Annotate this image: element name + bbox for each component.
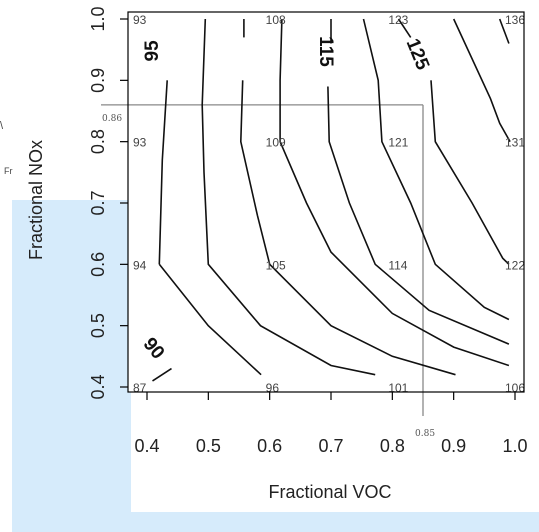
reference-line-label: 0.85 [415,429,435,439]
reference-lines: 0.86 0.85 [101,104,435,439]
contour-line-90 [152,367,172,382]
y-tick-label: 0.8 [88,129,108,154]
page-margin [0,200,12,532]
x-tick-label: 0.5 [196,436,221,456]
grid-value-label: 87 [133,381,147,395]
y-tick-label: 1.0 [88,6,108,31]
grid-value-label: 123 [388,13,408,27]
y-axis-title: Fractional NOx [26,140,46,260]
x-axis: 0.4 0.5 0.6 0.7 0.8 0.9 1.0 [134,392,528,456]
grid-value-label: 114 [388,258,407,272]
x-tick-label: 0.4 [134,436,159,456]
grid-value-label: 96 [266,381,280,395]
plot-background [128,12,524,392]
grid-value-label: 105 [266,258,286,272]
grid-value-label: 136 [505,13,525,27]
grid-value-label: 93 [133,136,147,150]
contour-line-125 [397,18,412,38]
contour-line-115 [327,86,510,345]
background-panel-bottom [12,512,539,532]
contour-line-110 [279,18,510,367]
y-tick-label: 0.4 [88,374,108,399]
y-tick-label: 0.9 [88,68,108,93]
background-panel-left [12,200,131,532]
cropped-text-fragment: \ [0,120,4,132]
plot-frame [127,11,525,393]
contour-line-105 [239,80,456,376]
y-tick-label: 0.7 [88,190,108,215]
contour-line-95 [158,263,262,376]
cropped-label-fragment: Fr [4,166,13,176]
grid-value-label: 101 [388,381,408,395]
contour-line-125 [430,80,510,265]
grid-value-label: 109 [266,136,286,150]
x-tick-label: 0.7 [318,436,343,456]
x-tick-label: 0.9 [441,436,466,456]
contour-line-135 [498,18,510,44]
y-tick-label: 0.6 [88,252,108,277]
x-tick-label: 0.6 [257,436,282,456]
contour-line-100 [201,18,376,376]
grid-value-label: 108 [266,13,286,27]
grid-value-label: 93 [133,13,147,27]
reference-line-label: 0.86 [102,114,122,124]
x-tick-label: 0.8 [380,436,405,456]
y-axis: 0.4 0.5 0.6 0.7 0.8 0.9 1.0 [88,6,128,400]
contour-label-115: 115 [315,36,336,67]
y-tick-label: 0.5 [88,313,108,338]
grid-value-label: 122 [505,258,525,272]
grid-value-label: 121 [388,136,408,150]
contour-line-130 [452,18,511,143]
grid-value-label: 94 [133,258,147,272]
contour-line-120 [362,18,510,321]
contour-label-95: 95 [142,40,163,62]
x-axis-title: Fractional VOC [268,482,391,502]
grid-value-label: 131 [505,136,525,150]
x-tick-label: 1.0 [502,436,527,456]
contour-lines [152,18,511,382]
contour-line-95 [158,80,168,265]
